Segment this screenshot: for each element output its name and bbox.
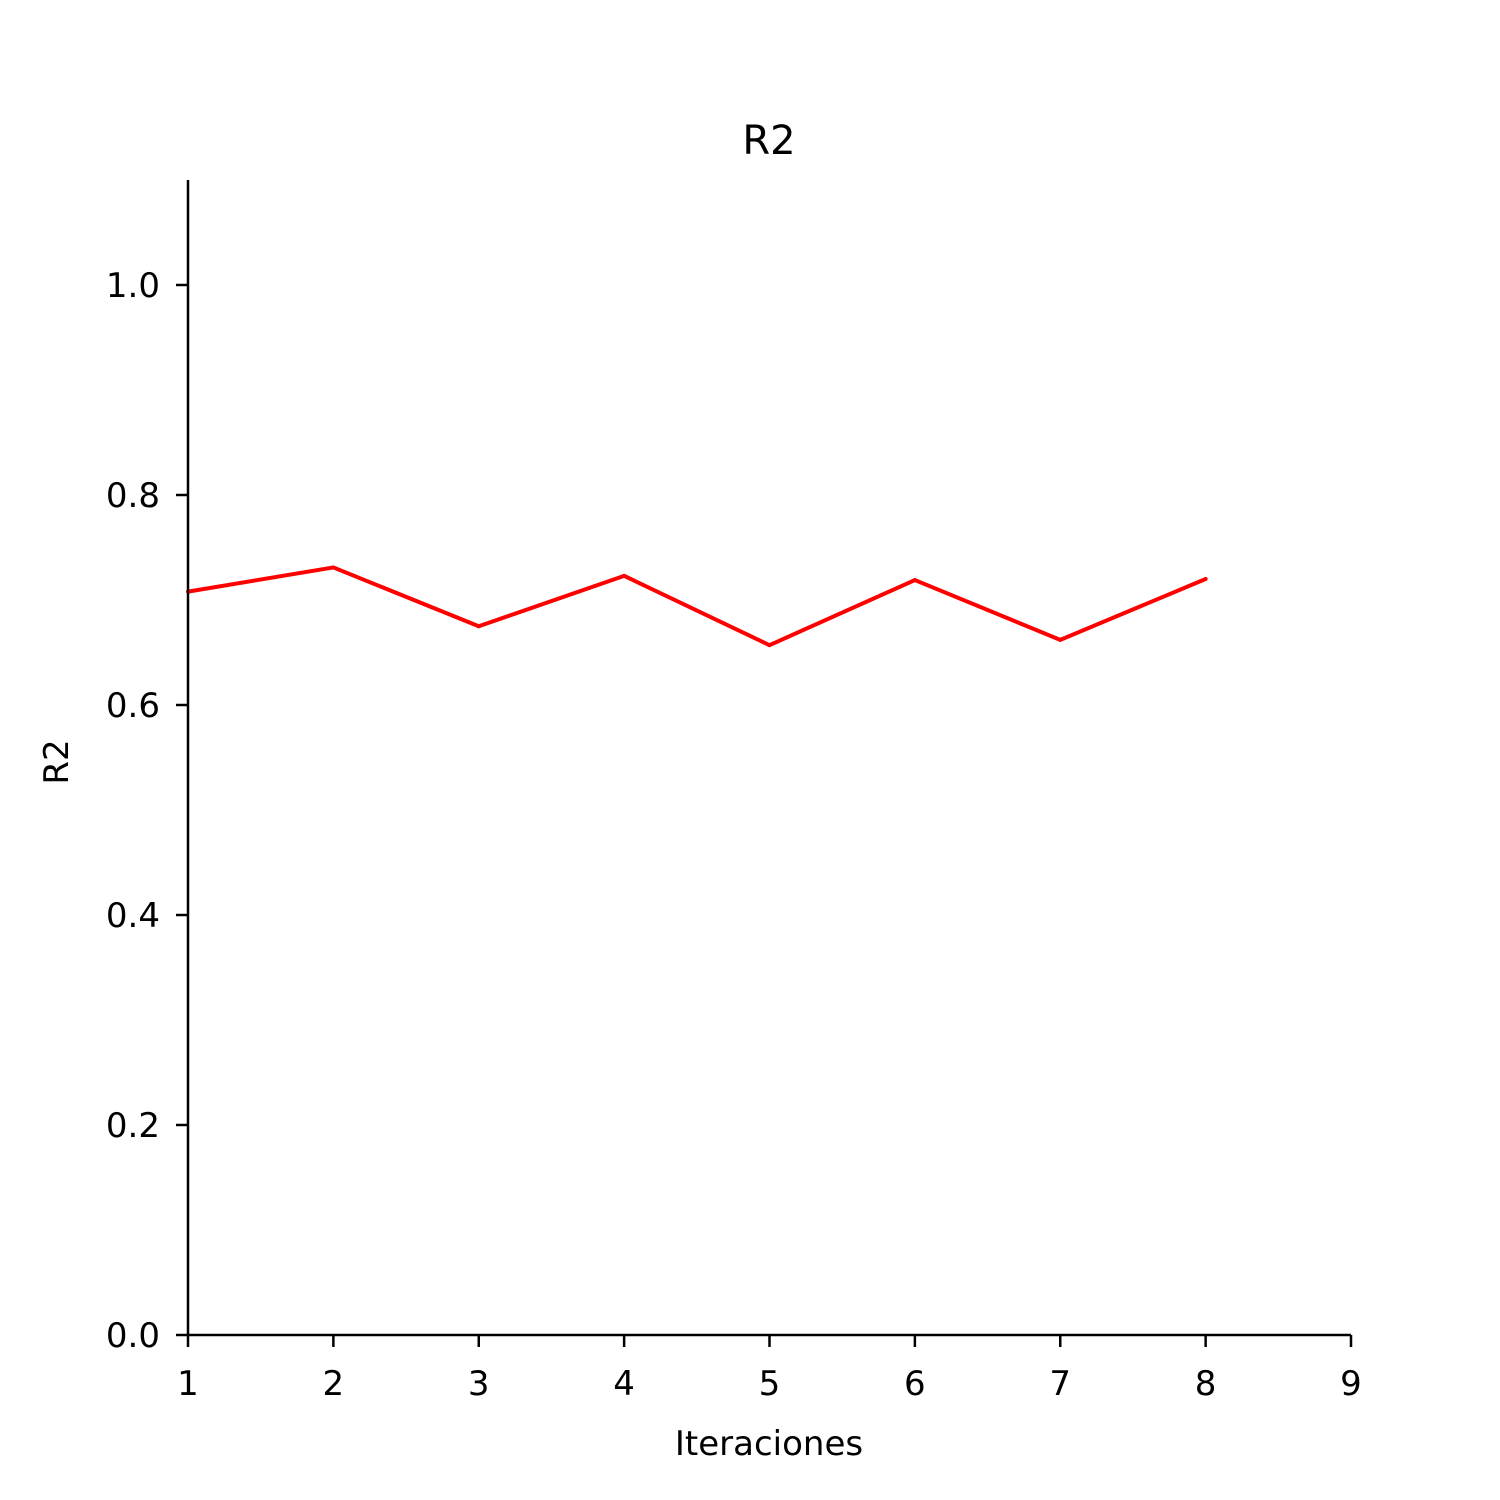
x-tick-label: 3 — [468, 1364, 490, 1404]
r2-data-point — [622, 573, 627, 578]
x-tick-label: 6 — [904, 1364, 926, 1404]
chart-title: R2 — [742, 118, 795, 164]
r2-data-point — [767, 643, 772, 648]
y-tick-label: 0.2 — [106, 1106, 160, 1146]
x-axis-label: Iteraciones — [675, 1424, 863, 1464]
x-tick-label: 7 — [1049, 1364, 1071, 1404]
y-tick-label: 1.0 — [106, 266, 160, 306]
x-tick-label: 5 — [759, 1364, 781, 1404]
r2-data-point — [331, 565, 336, 570]
x-tick-label: 4 — [613, 1364, 635, 1404]
x-tick-label: 1 — [177, 1364, 199, 1404]
x-tick-label: 2 — [323, 1364, 345, 1404]
r2-data-point — [912, 578, 917, 583]
x-axis-ticks: 1 2 3 4 5 6 7 8 9 — [177, 1335, 1362, 1404]
y-tick-label: 0.6 — [106, 686, 160, 726]
y-axis-label: R2 — [37, 739, 77, 784]
x-tick-label: 8 — [1195, 1364, 1217, 1404]
y-axis-ticks: 0.0 0.2 0.4 0.6 0.8 1.0 — [106, 266, 188, 1356]
r2-data-point — [476, 624, 481, 629]
y-tick-label: 0.0 — [106, 1316, 160, 1356]
r2-series-line — [187, 565, 1207, 648]
y-tick-label: 0.8 — [106, 476, 160, 516]
r2-data-point — [1058, 637, 1063, 642]
r2-data-point — [1203, 577, 1208, 581]
y-tick-label: 0.4 — [106, 896, 160, 936]
x-tick-label: 9 — [1340, 1364, 1362, 1404]
